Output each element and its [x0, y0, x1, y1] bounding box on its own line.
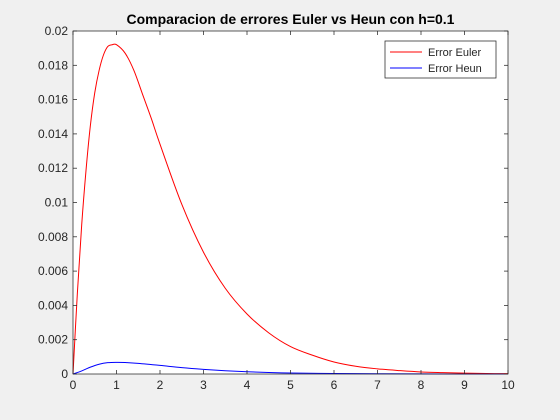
- x-tick-label: 1: [113, 378, 120, 392]
- y-tick-label: 0.016: [38, 93, 68, 107]
- y-tick-label: 0.002: [38, 333, 68, 347]
- plot-area: [73, 31, 508, 374]
- x-tick-label: 5: [287, 378, 294, 392]
- x-tick-label: 3: [200, 378, 207, 392]
- x-tick-label: 9: [461, 378, 468, 392]
- x-tick-label: 10: [501, 378, 515, 392]
- y-tick-label: 0.008: [38, 230, 68, 244]
- x-tick-label: 6: [331, 378, 338, 392]
- y-tick-label: 0.014: [38, 127, 68, 141]
- x-tick-label: 2: [157, 378, 164, 392]
- y-tick-label: 0.018: [38, 58, 68, 72]
- y-tick-label: 0: [61, 367, 68, 381]
- x-tick-label: 0: [70, 378, 77, 392]
- x-tick-label: 4: [244, 378, 251, 392]
- legend-label-heun: Error Heun: [428, 63, 482, 75]
- legend-label-euler: Error Euler: [428, 47, 482, 59]
- series-line-euler: [72, 43, 509, 375]
- y-tick-label: 0.006: [38, 264, 68, 278]
- x-tick-label: 7: [374, 378, 381, 392]
- y-tick-label: 0.01: [45, 196, 69, 210]
- y-tick-label: 0.004: [38, 298, 68, 312]
- legend: Error Euler Error Heun: [384, 40, 497, 79]
- y-tick-label: 0.02: [45, 24, 69, 38]
- legend-box: [384, 40, 497, 79]
- axes-layer: 0 1 2 3 4 5 6 7 8 9 10 0 0.002 0.004 0.006 0.008 0.01 0.0…: [38, 24, 515, 392]
- x-tick-label: 8: [418, 378, 425, 392]
- chart-title: Comparacion de errores Euler vs Heun con…: [127, 11, 455, 27]
- y-tick-label: 0.012: [38, 161, 68, 175]
